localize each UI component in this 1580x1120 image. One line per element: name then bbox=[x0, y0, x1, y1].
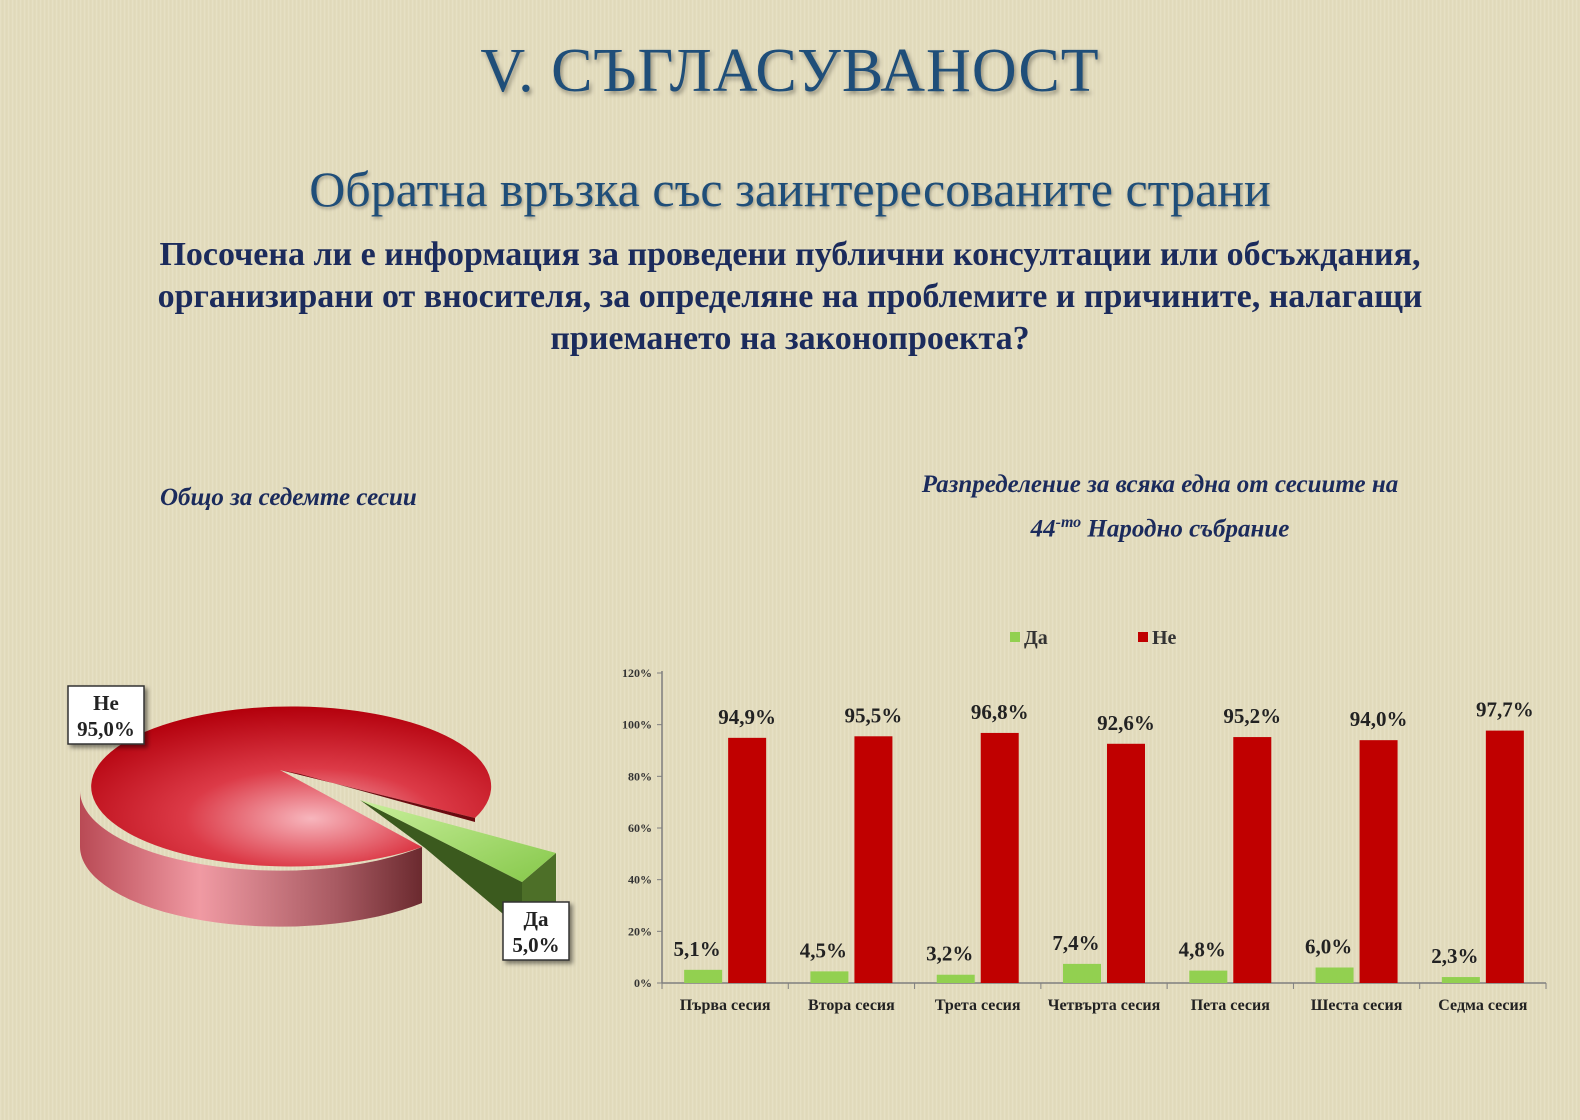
bar-yes bbox=[936, 974, 975, 983]
data-label-no: 97,7% bbox=[1476, 698, 1534, 722]
y-tick-label: 20% bbox=[628, 924, 652, 938]
bar-no bbox=[728, 737, 767, 983]
data-label-yes: 4,5% bbox=[800, 938, 847, 962]
y-tick-label: 40% bbox=[628, 873, 652, 887]
x-tick-label: Втора сесия bbox=[808, 997, 895, 1014]
x-tick-label: Пета сесия bbox=[1191, 997, 1271, 1014]
data-label-yes: 7,4% bbox=[1052, 931, 1099, 955]
bar-chart-title-line2: 44-то Народно събрание bbox=[860, 504, 1460, 548]
bar-no bbox=[1107, 743, 1145, 983]
bar-yes bbox=[1063, 963, 1101, 983]
y-tick-label: 80% bbox=[628, 769, 652, 783]
data-label-yes: 4,8% bbox=[1179, 938, 1226, 962]
bar-yes bbox=[1441, 977, 1480, 983]
bar-no bbox=[1485, 730, 1524, 983]
data-label-no: 96,8% bbox=[971, 700, 1029, 724]
y-tick-label: 60% bbox=[628, 821, 652, 835]
data-label-yes: 2,3% bbox=[1431, 944, 1478, 968]
pie-chart bbox=[79, 706, 556, 930]
pie-chart-title: Общо за седемте сесии bbox=[160, 484, 417, 511]
bar-chart: 0% 20% 40% 60% 80% 100% 120% Първа сесия Втора с… bbox=[622, 627, 1547, 1014]
bar-chart-title-text: Народно събрание bbox=[1081, 515, 1290, 543]
pie-label-no-value: 95,0% bbox=[77, 717, 135, 741]
x-tick-label: Шеста сесия bbox=[1311, 997, 1403, 1014]
data-label-no: 94,0% bbox=[1350, 707, 1408, 731]
bar-yes bbox=[810, 971, 849, 983]
data-label-no: 94,9% bbox=[718, 705, 776, 729]
pie-label-no-name: Не bbox=[93, 691, 119, 715]
data-label-no: 95,5% bbox=[845, 703, 903, 727]
pie-label-no: Не 95,0% bbox=[67, 685, 145, 745]
page-title: V. СЪГЛАСУВАНОСТ bbox=[480, 37, 1100, 105]
pie-label-yes-name: Да bbox=[524, 907, 549, 931]
bar-no bbox=[1359, 740, 1398, 983]
survey-question: Посочена ли е информация за проведени пу… bbox=[157, 236, 1423, 357]
bar-chart-title: Разпределение за всяка една от сесиите н… bbox=[860, 466, 1460, 548]
y-tick-label: 100% bbox=[622, 718, 652, 732]
y-tick-label: 0% bbox=[634, 976, 652, 990]
legend-swatch-yes bbox=[1010, 632, 1020, 642]
x-tick-label: Седма сесия bbox=[1438, 997, 1527, 1014]
x-tick-label: Четвърта сесия bbox=[1048, 997, 1161, 1014]
data-label-no: 95,2% bbox=[1223, 704, 1281, 728]
bar-chart-title-sup: -то bbox=[1055, 514, 1082, 531]
pie-label-yes: Да 5,0% bbox=[502, 901, 570, 961]
x-tick-label: Трета сесия bbox=[935, 997, 1021, 1014]
bar-chart-title-line1: Разпределение за всяка една от сесиите н… bbox=[921, 471, 1399, 498]
pie-slice-no-top bbox=[91, 706, 492, 867]
data-label-no: 92,6% bbox=[1097, 711, 1155, 735]
bar-no bbox=[854, 736, 893, 983]
bar-no bbox=[1233, 737, 1272, 983]
page-subtitle: Обратна връзка със заинтересованите стра… bbox=[309, 161, 1271, 217]
data-label-yes: 6,0% bbox=[1305, 935, 1352, 959]
bar-yes bbox=[684, 969, 723, 983]
pie-slice-yes-top bbox=[360, 800, 556, 882]
legend-swatch-no bbox=[1138, 632, 1148, 642]
bar-yes bbox=[1315, 967, 1354, 983]
data-label-yes: 3,2% bbox=[926, 942, 973, 966]
data-label-yes: 5,1% bbox=[674, 937, 721, 961]
legend-label-no: Не bbox=[1152, 627, 1177, 649]
pie-slice-no-side bbox=[79, 790, 423, 927]
pie-label-yes-value: 5,0% bbox=[512, 933, 559, 957]
legend-label-yes: Да bbox=[1024, 627, 1048, 649]
bar-yes bbox=[1189, 970, 1228, 983]
bar-chart-title-number: 44 bbox=[1030, 515, 1056, 543]
bar-no bbox=[980, 732, 1019, 983]
y-tick-label: 120% bbox=[622, 666, 652, 680]
x-tick-label: Първа сесия bbox=[680, 997, 771, 1014]
